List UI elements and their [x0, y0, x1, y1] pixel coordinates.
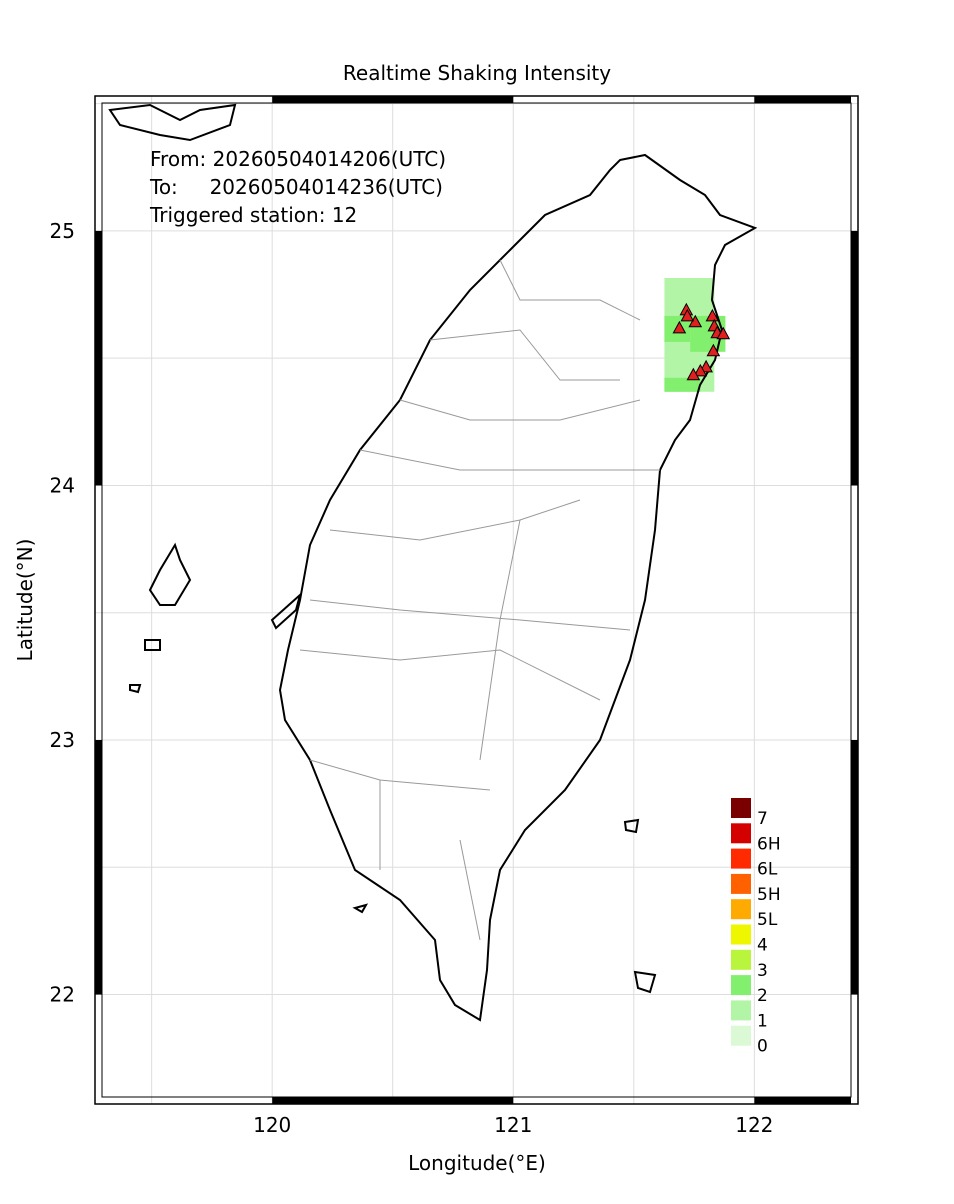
y-tick-label: 22 — [50, 983, 75, 1007]
x-tick-label: 120 — [253, 1113, 291, 1137]
legend-swatch — [731, 975, 751, 996]
legend-swatch — [731, 848, 751, 869]
x-axis-label: Longitude(°E) — [408, 1151, 546, 1175]
legend-label: 6L — [757, 860, 778, 880]
y-tick-label: 23 — [50, 728, 75, 752]
frame-bar — [754, 1097, 851, 1104]
station — [706, 343, 721, 357]
legend-swatch — [731, 924, 751, 945]
taiwan-outline — [278, 153, 758, 1022]
legend-label: 6H — [757, 834, 781, 854]
intensity-cell — [664, 377, 701, 392]
y-tick-label: 25 — [50, 219, 75, 243]
legend-swatch — [731, 1000, 751, 1021]
frame-inner — [101, 102, 852, 1098]
legend-label: 1 — [757, 1011, 768, 1031]
y-tick-label: 24 — [50, 473, 75, 497]
frame-bar — [95, 740, 102, 995]
legend-swatch — [731, 949, 751, 970]
station — [705, 308, 720, 322]
legend-label: 7 — [757, 809, 768, 829]
annotation: To: 20260504014236(UTC) — [149, 175, 443, 199]
station — [672, 320, 687, 334]
frame-bar — [754, 96, 851, 103]
legend-swatch — [731, 873, 751, 894]
station — [680, 308, 695, 322]
station — [716, 326, 731, 340]
frame-bar — [272, 1097, 514, 1104]
x-tick-label: 121 — [494, 1113, 532, 1137]
legend-swatch — [731, 899, 751, 920]
legend-swatch — [731, 1025, 751, 1046]
legend-label: 3 — [757, 961, 768, 981]
legend-label: 5L — [757, 910, 778, 930]
x-tick-label: 122 — [735, 1113, 773, 1137]
y-axis-label: Latitude(°N) — [13, 539, 37, 662]
legend-label: 5H — [757, 885, 781, 905]
legend-label: 4 — [757, 936, 768, 956]
station — [686, 367, 701, 381]
annotation: Triggered station: 12 — [149, 203, 357, 227]
frame-bar — [851, 740, 858, 995]
station — [693, 363, 708, 377]
chart-title: Realtime Shaking Intensity — [343, 61, 611, 85]
islands — [108, 103, 657, 994]
county-borders — [299, 259, 660, 941]
annotation: From: 20260504014206(UTC) — [150, 147, 446, 171]
legend-label: 2 — [757, 986, 768, 1006]
legend-swatch — [731, 823, 751, 844]
frame-bar — [851, 230, 858, 486]
legend-label: 0 — [757, 1037, 768, 1057]
frame-bar — [95, 230, 102, 486]
legend-swatch — [731, 798, 751, 818]
frame-bar — [272, 96, 514, 103]
